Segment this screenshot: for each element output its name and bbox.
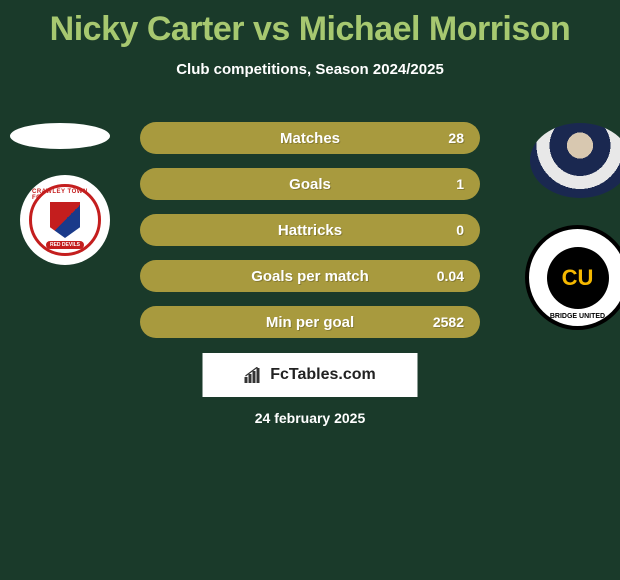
bar-chart-icon	[244, 367, 264, 383]
stat-label: Matches	[280, 130, 340, 147]
player-left-avatar	[10, 123, 110, 149]
stat-label: Min per goal	[266, 314, 354, 331]
stat-bar-goals-per-match: Goals per match 0.04	[140, 260, 480, 292]
comparison-title: Nicky Carter vs Michael Morrison	[0, 0, 620, 49]
stat-label: Goals per match	[251, 268, 369, 285]
stat-label: Goals	[289, 176, 331, 193]
club-left-name: CRAWLEY TOWN FC	[32, 189, 98, 201]
stat-bar-min-per-goal: Min per goal 2582	[140, 306, 480, 338]
comparison-subtitle: Club competitions, Season 2024/2025	[0, 61, 620, 78]
stat-value: 2582	[433, 314, 464, 330]
shield-icon	[50, 202, 80, 238]
stat-value: 0.04	[437, 268, 464, 284]
stat-value: 1	[456, 176, 464, 192]
watermark-text: FcTables.com	[270, 366, 376, 384]
watermark-badge: FcTables.com	[203, 353, 418, 397]
stat-bar-matches: Matches 28	[140, 122, 480, 154]
football-icon: CU	[547, 247, 609, 309]
stat-label: Hattricks	[278, 222, 342, 239]
player-right-avatar	[530, 123, 620, 198]
comparison-date: 24 february 2025	[255, 410, 366, 426]
stat-bar-goals: Goals 1	[140, 168, 480, 200]
stat-value: 28	[448, 130, 464, 146]
club-right-name: BRIDGE UNITED	[550, 313, 605, 320]
player-right-club-badge: CU BRIDGE UNITED	[525, 225, 620, 335]
club-right-abbrev: CU	[562, 265, 594, 291]
stat-bar-hattricks: Hattricks 0	[140, 214, 480, 246]
club-left-motto: RED DEVILS	[46, 241, 84, 249]
player-left-club-badge: CRAWLEY TOWN FC RED DEVILS	[20, 175, 120, 265]
stat-value: 0	[456, 222, 464, 238]
stat-bars-container: Matches 28 Goals 1 Hattricks 0 Goals per…	[140, 122, 480, 352]
